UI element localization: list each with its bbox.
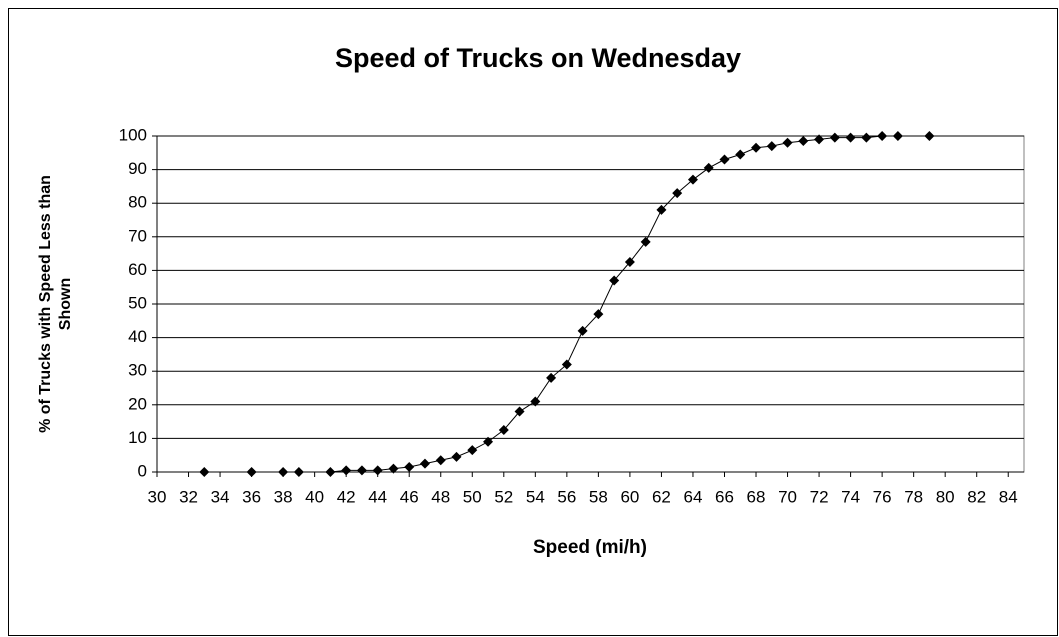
y-tick-label: 0 xyxy=(138,461,147,480)
data-point xyxy=(877,131,888,141)
data-point xyxy=(435,455,446,466)
data-point xyxy=(892,131,903,141)
data-point xyxy=(530,396,541,407)
x-tick-label: 66 xyxy=(715,487,734,506)
y-tick-label: 100 xyxy=(119,125,147,144)
x-tick-label: 46 xyxy=(400,487,419,506)
chart-title: Speed of Trucks on Wednesday xyxy=(335,43,741,73)
x-tick-label: 82 xyxy=(967,487,986,506)
y-tick-label: 70 xyxy=(128,226,147,245)
x-tick-label: 48 xyxy=(431,487,450,506)
data-point xyxy=(829,132,840,143)
y-tick-label: 20 xyxy=(128,394,147,413)
x-tick-label: 68 xyxy=(747,487,766,506)
data-point xyxy=(624,257,635,267)
data-point xyxy=(467,445,478,456)
data-point xyxy=(687,174,698,185)
data-point xyxy=(798,136,809,147)
x-axis-label: Speed (mi/h) xyxy=(533,537,647,558)
data-point xyxy=(514,406,525,417)
y-axis-label: % of Trucks with Speed Less than Shown xyxy=(37,175,74,433)
y-tick-label: 10 xyxy=(128,428,147,447)
y-tick-label: 60 xyxy=(128,260,147,279)
x-tick-label: 84 xyxy=(999,487,1018,506)
data-point xyxy=(388,463,399,474)
data-point xyxy=(341,465,352,476)
y-tick-label: 40 xyxy=(128,327,147,346)
data-point xyxy=(609,275,620,286)
x-tick-label: 60 xyxy=(620,487,639,506)
y-axis-label-line: Shown xyxy=(57,278,74,330)
data-point xyxy=(672,188,683,199)
data-point xyxy=(703,162,714,173)
x-tick-label: 76 xyxy=(873,487,892,506)
data-point xyxy=(656,204,667,215)
data-point xyxy=(640,236,651,247)
data-point xyxy=(814,134,825,145)
data-point xyxy=(483,436,494,447)
data-point xyxy=(293,467,304,477)
x-tick-label: 54 xyxy=(526,487,545,506)
data-point xyxy=(593,309,604,320)
x-tick-label: 78 xyxy=(904,487,923,506)
data-point xyxy=(924,131,935,141)
x-tick-label: 64 xyxy=(684,487,703,506)
x-tick-label: 56 xyxy=(557,487,576,506)
x-tick-label: 42 xyxy=(337,487,356,506)
data-point xyxy=(577,325,588,336)
x-tick-label: 52 xyxy=(494,487,513,506)
data-point xyxy=(751,142,762,153)
x-tick-label: 34 xyxy=(211,487,230,506)
data-point xyxy=(719,154,730,165)
data-point xyxy=(278,467,289,477)
x-tick-label: 30 xyxy=(148,487,167,506)
data-point xyxy=(325,467,336,477)
data-point xyxy=(498,425,509,435)
x-tick-label: 36 xyxy=(242,487,261,506)
data-point xyxy=(845,132,856,143)
data-point xyxy=(782,137,793,148)
x-tick-label: 80 xyxy=(936,487,955,506)
data-point xyxy=(246,467,257,477)
y-axis-label-line: % of Trucks with Speed Less than xyxy=(37,175,54,433)
x-tick-label: 58 xyxy=(589,487,608,506)
x-tick-label: 38 xyxy=(274,487,293,506)
x-tick-label: 44 xyxy=(368,487,387,506)
x-tick-label: 50 xyxy=(463,487,482,506)
data-point xyxy=(372,465,383,476)
data-point xyxy=(766,141,777,152)
y-tick-label: 90 xyxy=(128,159,147,178)
data-point xyxy=(404,461,415,472)
data-point xyxy=(451,451,462,462)
data-point xyxy=(861,132,872,143)
y-tick-label: 50 xyxy=(128,293,147,312)
data-point xyxy=(199,467,210,477)
data-point xyxy=(735,149,746,160)
data-point xyxy=(561,359,572,370)
data-point xyxy=(419,458,430,469)
x-tick-label: 72 xyxy=(810,487,829,506)
y-tick-label: 80 xyxy=(128,193,147,212)
y-tick-label: 30 xyxy=(128,361,147,380)
data-point xyxy=(356,465,367,476)
x-tick-label: 40 xyxy=(305,487,324,506)
data-point xyxy=(546,372,557,383)
x-tick-label: 74 xyxy=(841,487,860,506)
x-tick-label: 62 xyxy=(652,487,671,506)
x-tick-label: 32 xyxy=(179,487,198,506)
x-tick-label: 70 xyxy=(778,487,797,506)
